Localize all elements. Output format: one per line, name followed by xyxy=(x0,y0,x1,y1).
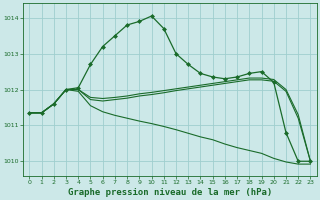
X-axis label: Graphe pression niveau de la mer (hPa): Graphe pression niveau de la mer (hPa) xyxy=(68,188,272,197)
